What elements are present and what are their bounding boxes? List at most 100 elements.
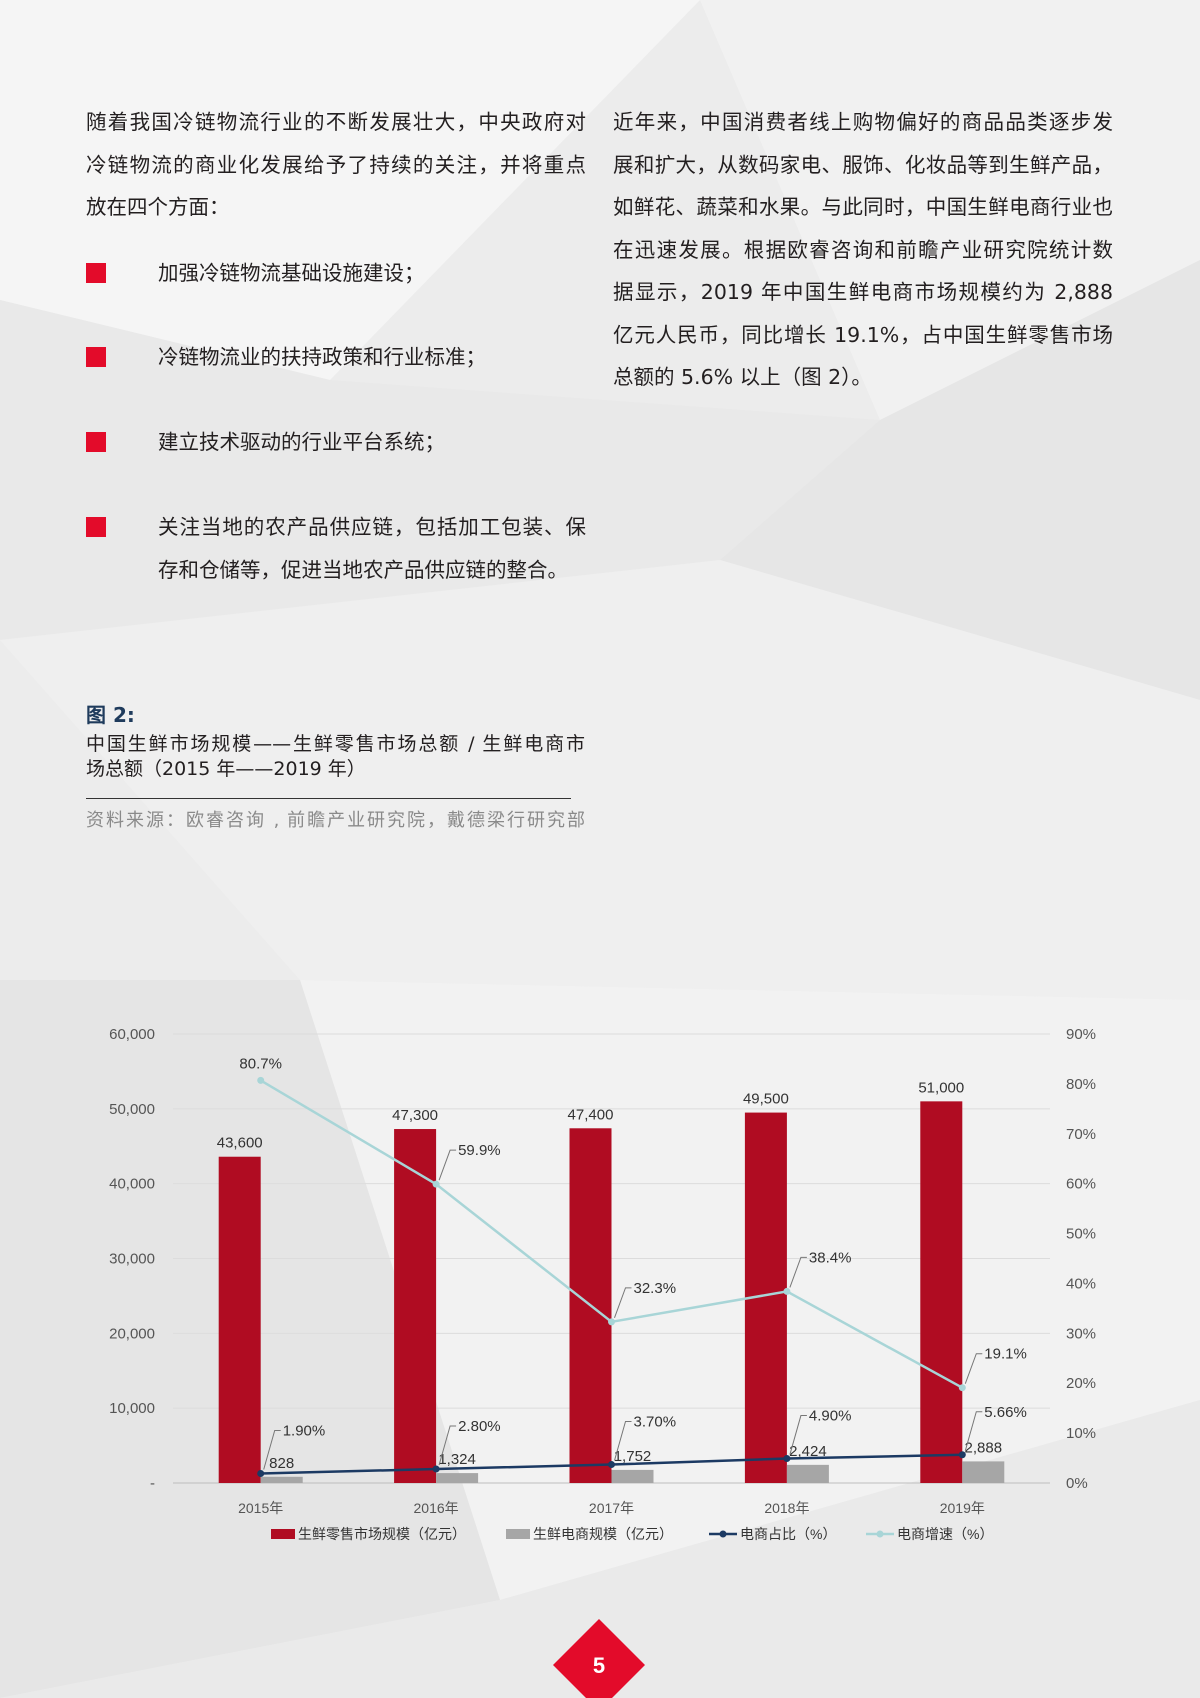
legend-swatch-retail (271, 1529, 295, 1539)
bullet-line: 建立技术驱动的行业平台系统； (158, 430, 445, 454)
intro-line: 放在四个方面： (86, 195, 230, 219)
intro-line: 冷链物流的商业化发展给予了持续的关注，并将重点 (86, 152, 586, 177)
figure-title: 中国生鲜市场规模——生鲜零售市场总额 / 生鲜电商市 场总额（2015 年——2… (86, 732, 585, 782)
background-facet (0, 1400, 1200, 1698)
background-facet (0, 300, 880, 640)
y-tick-label: 60,000 (109, 1026, 155, 1043)
page-number-badge: 5 (553, 1619, 645, 1698)
bar-retail (920, 1101, 963, 1483)
body-line: 亿元人民币，同比增长 19.1%，占中国生鲜零售市场 (613, 322, 1113, 347)
y-tick-label: 40,000 (109, 1176, 155, 1193)
bullet-square (86, 517, 106, 537)
y2-tick-label: 50% (1066, 1226, 1096, 1243)
legend-label-retail: 生鲜零售市场规模（亿元） (298, 1526, 466, 1542)
share-point (958, 1451, 966, 1459)
share-label: 5.66% (984, 1404, 1027, 1421)
y2-tick-label: 70% (1066, 1126, 1096, 1143)
bar-label-retail: 49,500 (743, 1091, 789, 1108)
bullet-item: 加强冷链物流基础设施建设； (86, 252, 586, 295)
bar-retail (218, 1156, 261, 1483)
bullet-text: 加强冷链物流基础设施建设； (158, 252, 586, 295)
share-point (432, 1465, 440, 1473)
y2-tick-label: 0% (1066, 1475, 1088, 1492)
bar-label-retail: 47,300 (392, 1107, 438, 1124)
share-label-leader (438, 1425, 457, 1466)
bullet-item: 关注当地的农产品供应链，包括加工包装、保 存和仓储等，促进当地农产品供应链的整合… (86, 506, 586, 591)
growth-label-leader (438, 1149, 457, 1181)
figure-divider (86, 798, 571, 799)
legend-label-share: 电商占比（%） (740, 1526, 836, 1542)
background-facet (0, 0, 700, 380)
growth-label: 38.4% (809, 1249, 852, 1266)
y-tick-label: 50,000 (109, 1101, 155, 1118)
growth-label: 32.3% (634, 1280, 677, 1297)
figure-title-line: 场总额（2015 年——2019 年） (86, 758, 366, 780)
growth-point (608, 1318, 615, 1326)
growth-label-leader (964, 1353, 983, 1384)
bullet-line: 冷链物流业的扶持政策和行业标准； (158, 345, 486, 369)
intro-line: 随着我国冷链物流行业的不断发展壮大，中央政府对 (86, 110, 586, 134)
bar-label-retail: 47,400 (568, 1106, 614, 1123)
background-facet (0, 560, 1200, 1000)
bar-ecommerce (786, 1464, 829, 1483)
share-label-leader (789, 1415, 807, 1455)
share-label: 2.80% (458, 1418, 501, 1435)
y2-tick-label: 20% (1066, 1375, 1096, 1392)
bar-ecommerce (962, 1461, 1005, 1483)
share-label: 1.90% (283, 1423, 326, 1440)
share-label-leader (614, 1421, 632, 1461)
x-tick-label: 2018年 (764, 1500, 809, 1516)
bullet-text: 关注当地的农产品供应链，包括加工包装、保 存和仓储等，促进当地农产品供应链的整合… (158, 506, 586, 591)
x-tick-label: 2017年 (589, 1500, 634, 1516)
page-number-diamond (553, 1619, 645, 1698)
bar-label-retail: 51,000 (918, 1079, 964, 1096)
growth-label: 80.7% (239, 1055, 282, 1072)
legend-label-ecommerce: 生鲜电商规模（亿元） (533, 1526, 673, 1542)
bullet-text: 冷链物流业的扶持政策和行业标准； (158, 336, 586, 379)
right-column: 近年来，中国消费者线上购物偏好的商品品类逐步发 展和扩大，从数码家电、服饰、化妆… (613, 101, 1113, 399)
bullet-line: 存和仓储等，促进当地农产品供应链的整合。 (158, 557, 568, 582)
y-tick-label: 10,000 (109, 1400, 155, 1417)
bar-ecommerce (260, 1476, 303, 1483)
growth-point (958, 1384, 966, 1392)
bullet-line: 加强冷链物流基础设施建设； (158, 261, 425, 285)
legend-swatch-ecommerce (506, 1529, 530, 1539)
bullet-square (86, 263, 106, 283)
growth-label: 59.9% (458, 1142, 501, 1159)
bar-label-ecommerce: 828 (269, 1455, 294, 1472)
bar-ecommerce (436, 1473, 479, 1483)
y2-tick-label: 40% (1066, 1275, 1096, 1292)
y2-tick-label: 10% (1066, 1425, 1096, 1442)
growth-point (257, 1076, 265, 1084)
background-facet (720, 260, 1200, 700)
y-tick-label: - (150, 1475, 155, 1492)
x-tick-label: 2016年 (414, 1500, 459, 1516)
body-line: 总额的 5.6% 以上（图 2）。 (613, 365, 872, 389)
y2-tick-label: 30% (1066, 1325, 1096, 1342)
y-tick-label: 20,000 (109, 1325, 155, 1342)
bar-label-retail: 43,600 (217, 1135, 263, 1152)
figure-source: 资料来源：欧睿咨询 , 前瞻产业研究院，戴德梁行研究部 (86, 810, 585, 831)
growth-label-leader (614, 1287, 632, 1319)
growth-label-leader (789, 1256, 807, 1288)
bar-label-ecommerce: 2,424 (789, 1443, 827, 1460)
page-number: 5 (593, 1653, 605, 1678)
bullet-item: 建立技术驱动的行业平台系统； (86, 421, 586, 464)
growth-point (432, 1180, 440, 1188)
share-point (608, 1461, 615, 1469)
y2-tick-label: 90% (1066, 1026, 1096, 1043)
bar-ecommerce (611, 1469, 654, 1483)
y-tick-label: 30,000 (109, 1251, 155, 1268)
figure-title-line: 中国生鲜市场规模——生鲜零售市场总额 / 生鲜电商市 (86, 733, 585, 755)
bullet-item: 冷链物流业的扶持政策和行业标准； (86, 336, 586, 379)
bullet-line: 关注当地的农产品供应链，包括加工包装、保 (158, 515, 586, 539)
share-label: 3.70% (634, 1414, 677, 1431)
growth-point (783, 1287, 791, 1295)
bullet-square (86, 432, 106, 452)
share-label-leader (964, 1411, 983, 1451)
body-line: 近年来，中国消费者线上购物偏好的商品品类逐步发 (613, 110, 1113, 134)
share-point (257, 1470, 265, 1478)
bullet-square (86, 347, 106, 367)
share-point (783, 1455, 791, 1463)
